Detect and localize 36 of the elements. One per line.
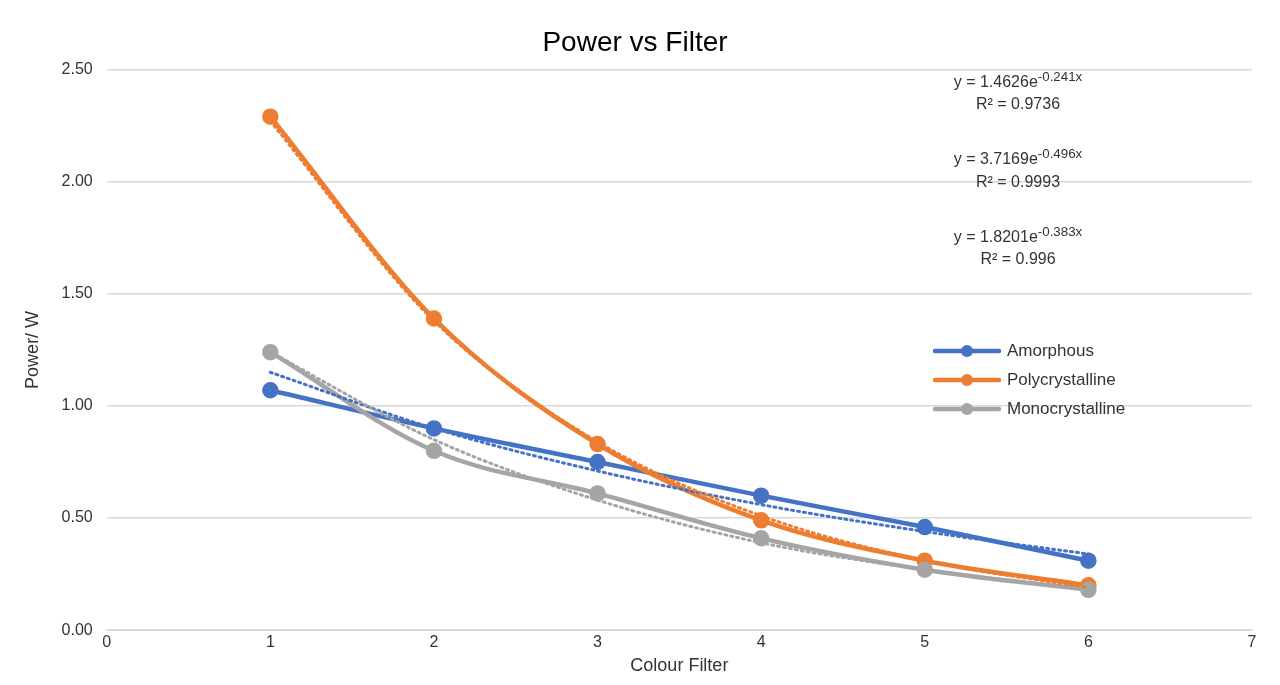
annotation: R² = 0.9993: [974, 171, 1062, 192]
y-tick-label: 1.50: [61, 284, 93, 302]
x-axis-title: Colour Filter: [630, 655, 729, 676]
annotation: R² = 0.9736: [974, 94, 1062, 115]
legend-label: Monocrystalline: [1007, 398, 1126, 419]
y-axis-title: Power/ W: [21, 310, 42, 389]
y-tick-label: 0.00: [61, 620, 93, 638]
annotation: y = 1.4626e$^{-0.241x}$: [952, 68, 1084, 93]
point: [1080, 552, 1097, 569]
x-tick-label: 5: [920, 633, 930, 651]
point: [916, 518, 934, 536]
x-tick-label: 7: [1247, 633, 1257, 651]
y-tick-label: 1.00: [61, 396, 93, 414]
annotation: R² = 0.996: [979, 249, 1057, 269]
point: [262, 108, 279, 125]
x-tick-label: 3: [593, 633, 603, 651]
chart-title: Power vs Filter: [542, 25, 728, 57]
point: [752, 530, 770, 547]
legend-label: Amorphous: [1007, 340, 1094, 361]
point: [589, 453, 606, 471]
point: [262, 382, 279, 399]
point: [752, 487, 770, 504]
x-tick-label: 1: [265, 633, 275, 651]
annotation: y = 3.7169e$^{-0.496x}$: [952, 145, 1084, 170]
x-tick-label: 2: [429, 633, 439, 651]
x-tick-label: 0: [102, 633, 112, 651]
x-tick-label: 4: [756, 633, 766, 651]
y-tick-label: 2.00: [61, 172, 93, 190]
point: [589, 485, 606, 502]
x-tick-label: 6: [1083, 633, 1093, 651]
y-tick-label: 0.50: [61, 508, 93, 526]
legend-label: Polycrystalline: [1007, 369, 1116, 390]
y-tick-label: 2.50: [61, 60, 93, 78]
annotation: y = 1.8201e$^{-0.383x}$: [952, 222, 1084, 247]
point: [262, 343, 279, 361]
point: [425, 442, 443, 460]
